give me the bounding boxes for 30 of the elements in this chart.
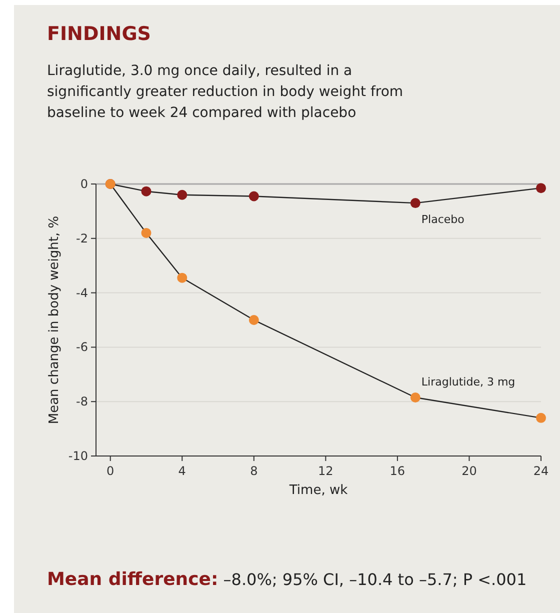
x-tick-label: 0 xyxy=(106,464,114,478)
chart-title: FINDINGS xyxy=(47,23,151,45)
y-tick-label: -2 xyxy=(76,231,88,246)
x-tick-label: 8 xyxy=(250,464,258,478)
point xyxy=(410,392,420,403)
y-tick-label: -6 xyxy=(76,340,88,354)
series-label: Placebo xyxy=(421,213,465,226)
y-tick-label: -8 xyxy=(76,394,88,409)
y-axis-title: Mean change in body weight, % xyxy=(47,216,62,424)
point xyxy=(177,190,188,200)
point xyxy=(536,183,546,194)
x-tick-label: 12 xyxy=(318,464,334,478)
y-tick-label: 0 xyxy=(80,177,88,191)
point xyxy=(248,315,259,325)
y-tick-label: -10 xyxy=(68,449,88,463)
point xyxy=(141,228,152,238)
text: Mean difference: –8.0%; 95% CI, –10.4 to –5.7; P <.001 xyxy=(47,569,527,590)
chart-subtitle: Liraglutide, 3.0 mg once daily, resulted in a significantly greater reduction in body weight from baseline to week 24 compared with placebo xyxy=(47,63,404,121)
x-tick-label: 20 xyxy=(462,464,477,478)
point xyxy=(141,186,152,196)
series-label: Liraglutide, 3 mg xyxy=(421,376,516,389)
point xyxy=(177,272,188,283)
point xyxy=(410,198,420,208)
y-tick-label: -4 xyxy=(76,286,88,300)
point xyxy=(536,412,546,423)
x-tick-label: 24 xyxy=(533,464,549,478)
x-axis-title: Time, wk xyxy=(288,483,348,498)
x-tick-label: 4 xyxy=(178,464,186,478)
point xyxy=(248,191,259,202)
x-tick-label: 16 xyxy=(390,464,406,478)
